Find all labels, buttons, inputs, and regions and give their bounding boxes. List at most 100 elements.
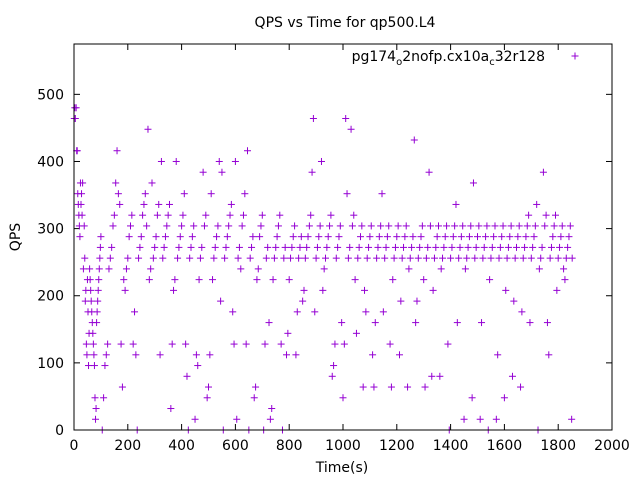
data-point — [87, 297, 95, 305]
data-point — [414, 254, 422, 262]
data-point — [79, 179, 87, 187]
data-point — [137, 233, 145, 241]
data-point — [299, 297, 307, 305]
data-point — [156, 351, 164, 359]
data-point — [483, 222, 491, 230]
data-point — [526, 319, 534, 327]
data-point — [398, 254, 406, 262]
data-point — [494, 351, 502, 359]
data-point — [316, 222, 324, 230]
data-point — [139, 211, 147, 219]
data-point — [508, 372, 516, 380]
data-point — [336, 222, 344, 230]
data-point — [274, 222, 282, 230]
data-point — [287, 254, 295, 262]
data-point — [244, 147, 252, 155]
data-point — [327, 211, 335, 219]
data-point — [305, 222, 313, 230]
data-point — [217, 297, 225, 305]
data-point — [359, 383, 367, 391]
data-point — [180, 190, 188, 198]
data-point — [375, 233, 383, 241]
data-point — [126, 222, 134, 230]
x-tick: 1000 — [325, 44, 361, 454]
data-point — [322, 254, 330, 262]
data-point — [313, 243, 321, 251]
data-point — [194, 362, 202, 370]
data-point — [495, 254, 503, 262]
data-point — [405, 265, 413, 273]
x-tick-label: 400 — [168, 438, 195, 454]
data-point — [252, 383, 260, 391]
data-point — [406, 254, 414, 262]
data-point — [433, 233, 441, 241]
data-point — [453, 319, 461, 327]
data-point — [339, 394, 347, 402]
data-point — [118, 383, 126, 391]
data-point — [254, 265, 262, 273]
data-point — [264, 243, 272, 251]
data-point — [343, 190, 351, 198]
data-point — [531, 222, 539, 230]
data-point — [374, 243, 382, 251]
x-tick-label: 800 — [276, 438, 303, 454]
data-point — [363, 254, 371, 262]
data-point — [471, 254, 479, 262]
data-point — [558, 222, 566, 230]
data-point — [499, 222, 507, 230]
data-point — [469, 179, 477, 187]
data-points — [70, 104, 576, 434]
data-point — [71, 115, 79, 123]
data-point — [120, 276, 128, 284]
data-point — [246, 254, 254, 262]
data-point — [557, 233, 565, 241]
y-tick: 300 — [37, 222, 612, 238]
data-point — [198, 243, 206, 251]
data-point — [554, 254, 562, 262]
data-point — [239, 211, 247, 219]
data-point — [238, 222, 246, 230]
data-point — [530, 233, 538, 241]
data-point — [507, 222, 515, 230]
data-point — [517, 383, 525, 391]
data-point — [308, 168, 316, 176]
data-point — [346, 243, 354, 251]
data-point — [424, 243, 432, 251]
data-point — [218, 168, 226, 176]
data-point — [270, 254, 278, 262]
data-point — [527, 254, 535, 262]
data-point — [565, 233, 573, 241]
data-point — [461, 265, 469, 273]
data-point — [131, 308, 139, 316]
data-point — [144, 125, 152, 133]
data-point — [420, 276, 428, 284]
data-point — [309, 115, 317, 123]
data-point — [556, 243, 564, 251]
data-point — [284, 329, 292, 337]
data-point — [338, 319, 346, 327]
data-point — [486, 276, 494, 284]
data-point — [413, 297, 421, 305]
data-point — [402, 222, 410, 230]
y-axis-label: QPS — [8, 223, 24, 251]
data-point — [124, 254, 132, 262]
data-point — [312, 254, 320, 262]
y-tick: 100 — [37, 356, 612, 372]
data-point — [408, 243, 416, 251]
data-point — [266, 415, 274, 423]
data-point — [547, 243, 555, 251]
data-point — [326, 222, 334, 230]
data-point — [344, 254, 352, 262]
data-point — [234, 254, 242, 262]
data-point — [418, 222, 426, 230]
data-point — [323, 243, 331, 251]
data-point — [210, 254, 218, 262]
data-point — [86, 276, 94, 284]
data-point — [389, 276, 397, 284]
data-point — [256, 233, 264, 241]
data-point — [439, 254, 447, 262]
data-point — [379, 308, 387, 316]
data-point — [94, 297, 102, 305]
data-point — [331, 340, 339, 348]
data-point — [425, 168, 433, 176]
